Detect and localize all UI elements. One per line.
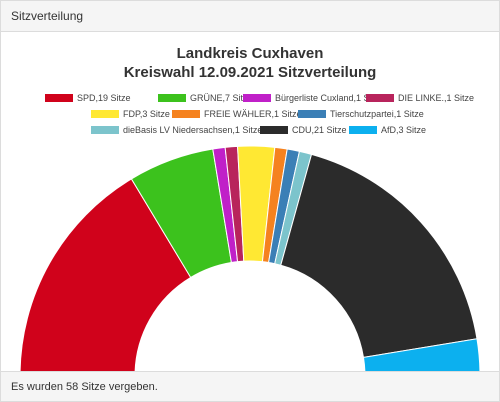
legend-label: FDP,3 Sitze — [123, 109, 170, 119]
legend-item-spd[interactable]: SPD,19 Sitze — [45, 91, 131, 105]
legend-swatch — [45, 93, 73, 102]
legend-row: FDP,3 Sitze FREIE WÄHLER,1 Sitze Tiersch… — [31, 107, 491, 123]
legend-swatch — [298, 109, 326, 118]
legend-swatch — [158, 93, 186, 102]
legend-label: CDU,21 Sitze — [292, 125, 347, 135]
chart-legend: SPD,19 Sitze GRÜNE,7 Sitze Bürgerliste C… — [31, 91, 491, 139]
chart-title: Landkreis Cuxhaven — [176, 45, 324, 62]
legend-label: FREIE WÄHLER,1 Sitze — [204, 109, 302, 119]
seat-segment-afd[interactable] — [362, 338, 481, 372]
legend-label: AfD,3 Sitze — [381, 125, 427, 135]
seat-chart — [19, 145, 481, 372]
chart-subtitle: Kreiswahl 12.09.2021 Sitzverteilung — [123, 64, 377, 81]
legend-label: Bürgerliste Cuxland,1 Sitze — [275, 93, 384, 103]
legend-item-afd[interactable]: AfD,3 Sitze — [349, 123, 426, 137]
legend-swatch — [260, 125, 288, 134]
seat-segment-cdu[interactable] — [280, 153, 478, 358]
legend-label: Tierschutzpartei,1 Sitze — [330, 109, 424, 119]
legend-label: SPD,19 Sitze — [77, 93, 131, 103]
panel-title: Sitzverteilung — [11, 9, 84, 23]
legend-item-freie-waehler[interactable]: FREIE WÄHLER,1 Sitze — [172, 107, 302, 121]
legend-swatch — [91, 109, 119, 118]
legend-label: GRÜNE,7 Sitze — [190, 93, 253, 103]
legend-swatch — [366, 93, 394, 102]
legend-item-gruene[interactable]: GRÜNE,7 Sitze — [158, 91, 253, 105]
panel-footer: Es wurden 58 Sitze vergeben. — [1, 371, 499, 401]
legend-row: dieBasis LV Niedersachsen,1 Sitze CDU,21… — [31, 123, 491, 139]
panel-header: Sitzverteilung — [1, 1, 499, 32]
seat-segment-spd[interactable] — [19, 178, 192, 372]
legend-item-linke[interactable]: DIE LINKE.,1 Sitze — [366, 91, 474, 105]
legend-item-buergerliste[interactable]: Bürgerliste Cuxland,1 Sitze — [243, 91, 384, 105]
legend-item-cdu[interactable]: CDU,21 Sitze — [260, 123, 347, 137]
legend-swatch — [243, 93, 271, 102]
legend-label: DIE LINKE.,1 Sitze — [398, 93, 475, 103]
chart-area: Landkreis Cuxhaven Kreiswahl 12.09.2021 … — [1, 32, 499, 372]
legend-swatch — [172, 109, 200, 118]
legend-row: SPD,19 Sitze GRÜNE,7 Sitze Bürgerliste C… — [31, 91, 491, 107]
legend-swatch — [349, 125, 377, 134]
legend-item-diebasis[interactable]: dieBasis LV Niedersachsen,1 Sitze — [91, 123, 262, 137]
legend-item-fdp[interactable]: FDP,3 Sitze — [91, 107, 170, 121]
legend-item-tierschutzpartei[interactable]: Tierschutzpartei,1 Sitze — [298, 107, 424, 121]
seats-summary: Es wurden 58 Sitze vergeben. — [11, 381, 158, 393]
legend-swatch — [91, 125, 119, 134]
legend-label: dieBasis LV Niedersachsen,1 Sitze — [123, 125, 263, 135]
